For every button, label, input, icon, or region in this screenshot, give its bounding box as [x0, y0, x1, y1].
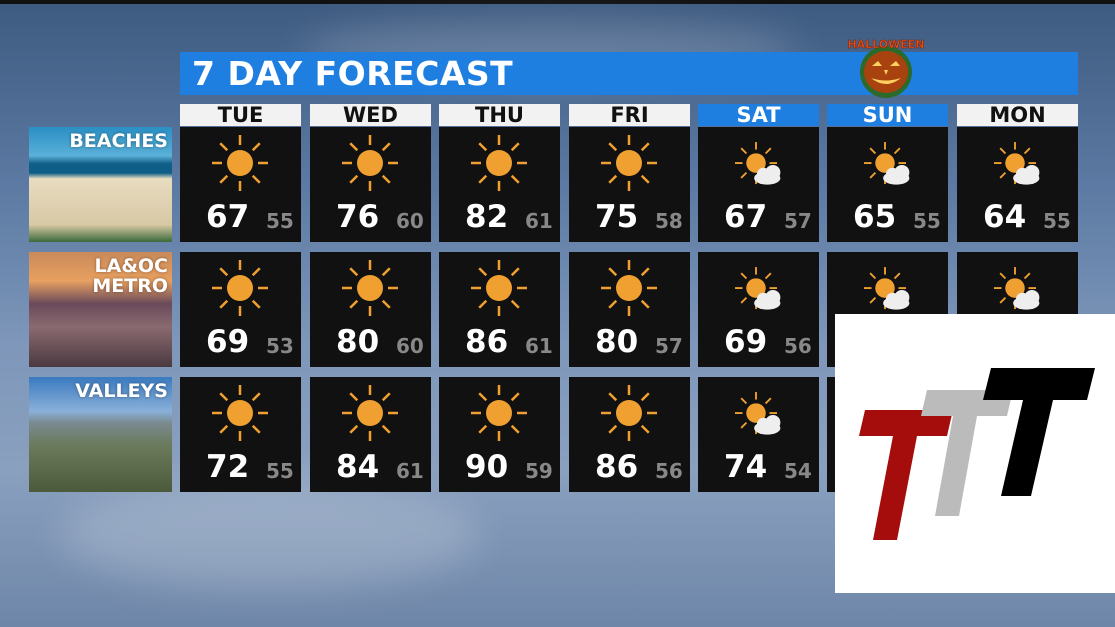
high-temp: 64	[983, 199, 1027, 235]
forecast-title: 7 DAY FORECAST	[180, 52, 1078, 95]
cloud-bg	[60, 480, 480, 590]
high-temp: 80	[595, 324, 639, 360]
halloween-text: HALLOWEEN	[847, 38, 924, 51]
region-name-2: METRO	[92, 275, 168, 297]
day-header-wed: WED	[310, 104, 431, 127]
top-border	[0, 0, 1115, 4]
forecast-cell: 90 59	[439, 377, 560, 492]
day-header-sat: SAT	[698, 104, 819, 127]
low-temp: 53	[266, 334, 294, 358]
low-temp: 55	[266, 459, 294, 483]
forecast-cell: 86 61	[439, 252, 560, 367]
region-name: BEACHES	[69, 130, 168, 152]
region-image-0: BEACHES	[29, 127, 172, 242]
low-temp: 61	[396, 459, 424, 483]
forecast-cell: 75 58	[569, 127, 690, 242]
ttt-watermark-logo	[835, 314, 1115, 593]
high-temp: 65	[853, 199, 897, 235]
low-temp: 57	[655, 334, 683, 358]
high-temp: 76	[336, 199, 380, 235]
forecast-cell: 80 60	[310, 252, 431, 367]
forecast-cell: 67 57	[698, 127, 819, 242]
low-temp: 54	[784, 459, 812, 483]
low-temp: 60	[396, 334, 424, 358]
region-name: LA&OC	[94, 255, 168, 277]
region-image-2: VALLEYS	[29, 377, 172, 492]
forecast-cell: 72 55	[180, 377, 301, 492]
forecast-cell: 86 56	[569, 377, 690, 492]
low-temp: 60	[396, 209, 424, 233]
high-temp: 86	[465, 324, 509, 360]
low-temp: 55	[266, 209, 294, 233]
forecast-cell: 82 61	[439, 127, 560, 242]
forecast-cell: 64 55	[957, 127, 1078, 242]
low-temp: 59	[525, 459, 553, 483]
day-header-sun: SUN	[827, 104, 948, 127]
high-temp: 69	[724, 324, 768, 360]
forecast-cell: 65 55	[827, 127, 948, 242]
high-temp: 82	[465, 199, 509, 235]
forecast-cell: 69 56	[698, 252, 819, 367]
high-temp: 80	[336, 324, 380, 360]
forecast-cell: 76 60	[310, 127, 431, 242]
high-temp: 75	[595, 199, 639, 235]
high-temp: 67	[206, 199, 250, 235]
region-label: BEACHES	[69, 131, 168, 151]
region-image-1: LA&OC METRO	[29, 252, 172, 367]
low-temp: 55	[913, 209, 941, 233]
region-label: VALLEYS	[75, 381, 168, 401]
high-temp: 90	[465, 449, 509, 485]
high-temp: 86	[595, 449, 639, 485]
low-temp: 56	[784, 334, 812, 358]
high-temp: 72	[206, 449, 250, 485]
forecast-cell: 84 61	[310, 377, 431, 492]
region-label: LA&OC METRO	[92, 256, 168, 296]
low-temp: 56	[655, 459, 683, 483]
low-temp: 58	[655, 209, 683, 233]
day-header-mon: MON	[957, 104, 1078, 127]
low-temp: 61	[525, 334, 553, 358]
day-header-fri: FRI	[569, 104, 690, 127]
forecast-cell: 67 55	[180, 127, 301, 242]
low-temp: 57	[784, 209, 812, 233]
low-temp: 61	[525, 209, 553, 233]
forecast-cell: 69 53	[180, 252, 301, 367]
high-temp: 84	[336, 449, 380, 485]
forecast-cell: 80 57	[569, 252, 690, 367]
high-temp: 69	[206, 324, 250, 360]
high-temp: 74	[724, 449, 768, 485]
region-name: VALLEYS	[75, 380, 168, 402]
high-temp: 67	[724, 199, 768, 235]
jack-o-lantern-icon: HALLOWEEN	[847, 38, 925, 98]
day-header-tue: TUE	[180, 104, 301, 127]
forecast-cell: 74 54	[698, 377, 819, 492]
day-header-thu: THU	[439, 104, 560, 127]
low-temp: 55	[1043, 209, 1071, 233]
